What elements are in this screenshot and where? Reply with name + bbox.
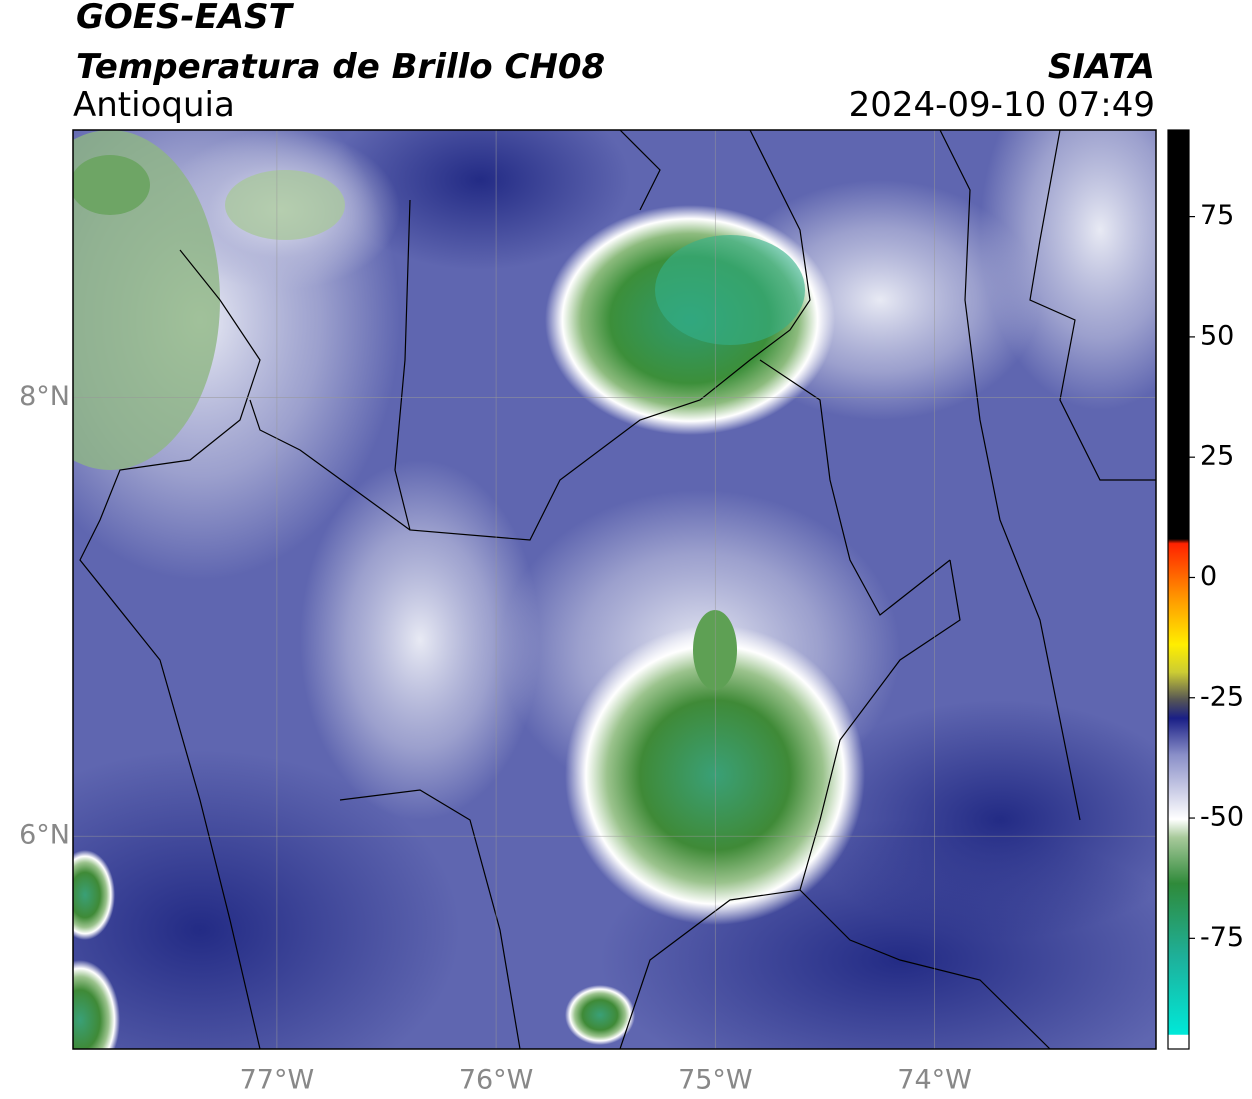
colorbar-tick-label: -50 [1200,802,1244,833]
region: Antioquia [73,85,235,125]
borders [79,130,1156,1049]
lat-tick-label: 6°N [19,820,70,851]
lon-tick-label: 77°W [240,1065,315,1096]
colorbar-tick-label: -75 [1200,922,1244,953]
datetime: 2024-09-10 07:49 [849,85,1155,125]
satellite: GOES-EAST [76,0,295,37]
lon-tick-label: 74°W [897,1065,972,1096]
lon-tick-label: 75°W [678,1065,753,1096]
colorbar-tick-label: 25 [1200,441,1234,472]
colorbar-tick-label: 0 [1200,561,1217,592]
colorbar [1167,129,1190,1050]
lat-tick-label: 8°N [19,381,70,412]
colorbar-tick-label: 50 [1200,320,1234,351]
colorbar-tick-label: 75 [1200,200,1234,231]
product: Temperatura de Brillo CH08 [76,47,605,87]
satellite-image [73,130,1156,1049]
lon-tick-label: 76°W [459,1065,534,1096]
source: SIATA [1048,47,1155,87]
map-frame [72,129,1157,1050]
colorbar-tick-label: -25 [1200,681,1244,712]
